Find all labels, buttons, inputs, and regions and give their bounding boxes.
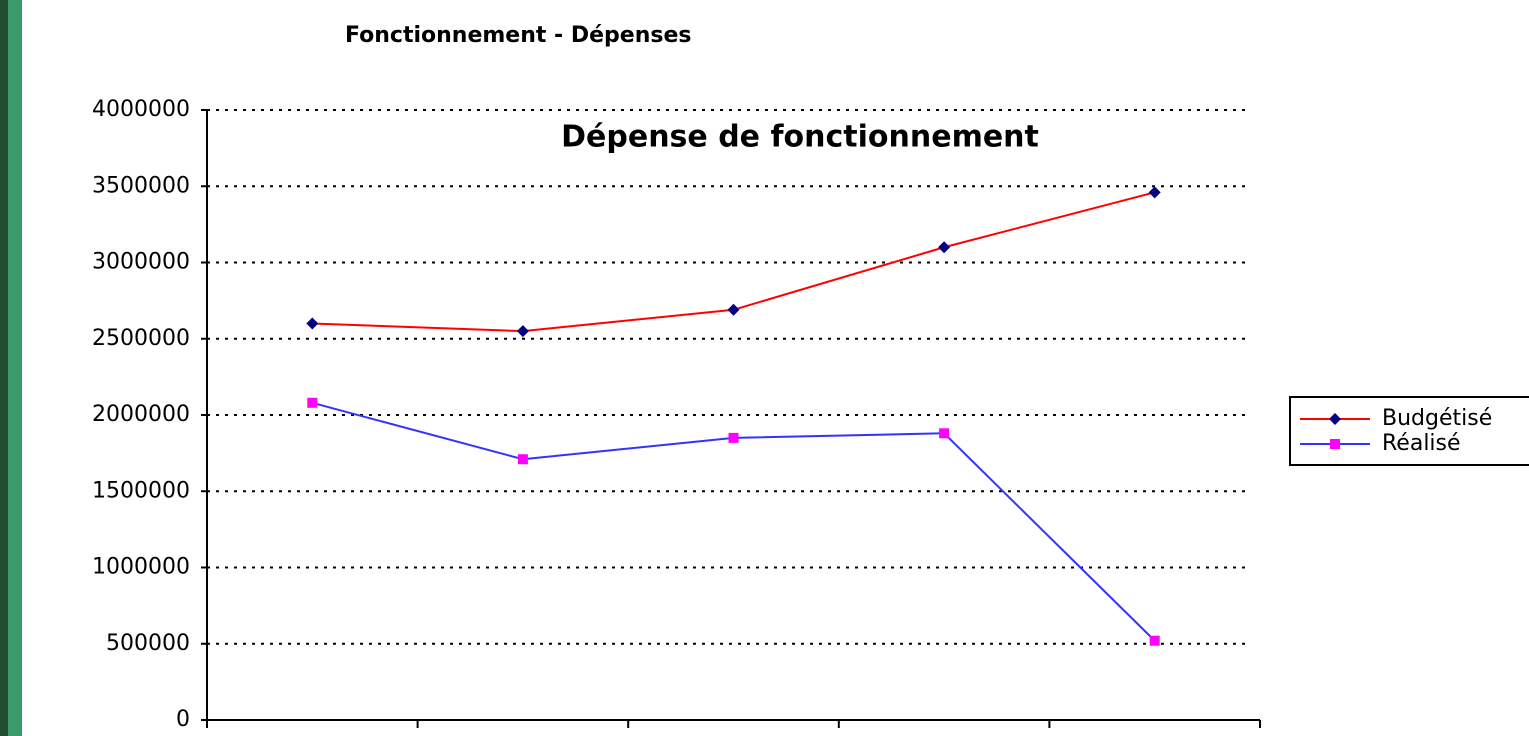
legend-label: Budgétisé [1382,406,1492,431]
marker [1150,636,1160,646]
marker [938,241,950,253]
marker [1149,186,1161,198]
marker [1330,439,1340,449]
y-tick-label: 2500000 [92,326,190,351]
chart-title: Dépense de fonctionnement [561,120,1039,155]
y-tick-label: 0 [176,707,190,732]
y-tick-label: 3000000 [92,250,190,275]
y-tick-label: 1000000 [92,555,190,580]
chart: Fonctionnement - Dépenses Dépense de fon… [0,0,1529,736]
page-heading: Fonctionnement - Dépenses [345,23,691,48]
marker [307,398,317,408]
y-tick-label: 500000 [106,631,190,656]
legend-label: Réalisé [1382,431,1461,456]
y-tick-label: 2000000 [92,402,190,427]
marker [939,428,949,438]
marker [728,304,740,316]
y-tick-label: 1500000 [92,478,190,503]
marker [517,325,529,337]
left-edge-shade [0,0,8,736]
marker [518,454,528,464]
marker [729,433,739,443]
y-tick-label: 3500000 [92,173,190,198]
marker [306,318,318,330]
y-tick-label: 4000000 [92,97,190,122]
